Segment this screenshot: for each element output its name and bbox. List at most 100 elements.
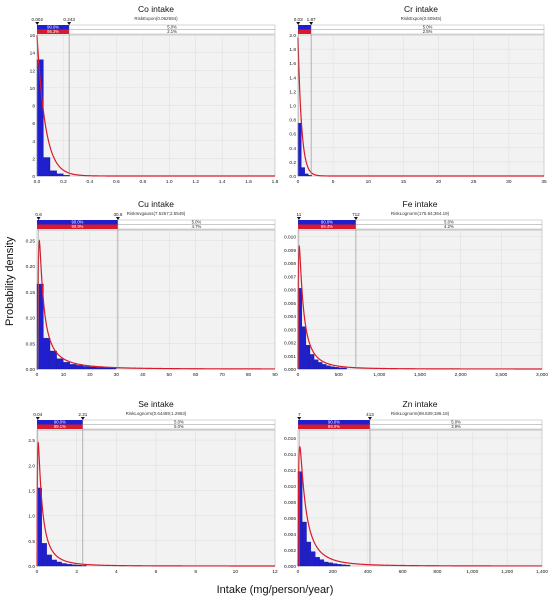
histogram-bar: [323, 561, 329, 567]
upper-marker-label: 712: [352, 212, 360, 217]
y-tick-label: 0.0: [289, 174, 296, 180]
plot-area: [297, 429, 543, 567]
y-tick-label: 0: [32, 174, 35, 180]
x-tick-label: 90: [272, 372, 278, 378]
y-tick-label: 0.20: [26, 264, 36, 270]
histogram-bar: [50, 350, 57, 370]
y-tick-label: 0.10: [26, 316, 36, 322]
histogram-bar: [345, 564, 351, 567]
fitted-curve: [36, 35, 275, 177]
band-bottom-right: [355, 224, 543, 230]
x-tick-label: 20: [436, 179, 442, 185]
x-tick-label: 80: [246, 372, 252, 378]
band-top-left: [298, 25, 312, 30]
x-tick-label: 8: [194, 569, 197, 575]
histogram-bar: [81, 565, 87, 567]
y-tick-label: 0.05: [26, 341, 36, 347]
x-tick-label: 1.6: [245, 179, 252, 185]
upper-marker-triangle: [115, 217, 120, 220]
y-tick-label: 1.8: [289, 47, 296, 53]
y-tick-label: 1.6: [289, 61, 296, 67]
x-tick-label: 60: [193, 372, 199, 378]
x-tick-label: 4: [115, 569, 118, 575]
y-tick-label: 2.0: [289, 33, 296, 39]
band-top-left: [298, 220, 356, 225]
y-tick-label: 0.000: [284, 367, 296, 373]
x-tick-label: 0: [297, 372, 300, 378]
x-tick-label: 1,500: [414, 372, 426, 378]
histogram-bar: [304, 173, 309, 177]
y-tick-label: 0.006: [284, 288, 296, 294]
band-bottom-left: [298, 424, 370, 429]
x-tick-label: 0: [297, 179, 300, 185]
band-bottom-left-label: 89.0%: [328, 424, 340, 429]
histogram-bar: [36, 283, 44, 370]
y-tick-label: 0.004: [284, 314, 296, 320]
x-tick-label: 15: [401, 179, 407, 185]
x-tick-label: 40: [140, 372, 146, 378]
band-top-left: [37, 420, 83, 425]
y-tick-label: 2.0: [28, 463, 35, 469]
y-tick-label: 0.007: [284, 274, 296, 280]
y-tick-label: 14: [30, 51, 36, 57]
band-bottom-right-label: 4.7%: [192, 224, 202, 229]
x-tick-label: 0.2: [60, 179, 67, 185]
x-tick-label: 500: [335, 372, 343, 378]
y-tick-label: 4: [32, 139, 35, 145]
lower-marker-label: 0.03: [294, 17, 303, 22]
y-tick-label: 0.5: [28, 539, 35, 545]
band-bottom-right-label: 4.2%: [444, 224, 454, 229]
x-tick-label: 0.0: [34, 179, 41, 185]
histogram-bar: [61, 563, 67, 567]
y-tick-label: 0.008: [284, 500, 296, 506]
panel-title: Zn intake: [403, 399, 438, 409]
histogram-bar: [341, 564, 346, 567]
x-tick-label: 0.4: [87, 179, 94, 185]
histogram-bar: [332, 563, 338, 567]
y-tick-label: 1.2: [289, 89, 296, 95]
panel-cu-intake: Cu intake RiskInvgauss(7.5267;2.5549) 0.00…: [26, 199, 278, 378]
y-tick-label: 0.002: [284, 548, 296, 554]
panel-title: Se intake: [138, 399, 174, 409]
plot-area: [36, 229, 276, 370]
y-tick-label: 0.008: [284, 261, 296, 267]
histogram-bar: [308, 175, 313, 177]
histogram-bar: [71, 564, 77, 567]
y-tick-label: 0.009: [284, 248, 296, 254]
histogram-bar: [50, 170, 57, 177]
band-bottom-right: [310, 29, 545, 35]
fitted-curve: [297, 445, 542, 567]
upper-marker-label: 0.243: [63, 17, 75, 22]
histogram-bar: [338, 367, 343, 370]
x-tick-label: 600: [399, 569, 407, 575]
band-bottom-right: [369, 424, 543, 430]
histogram-bar: [315, 557, 320, 567]
panel-title: Fe intake: [403, 199, 438, 209]
fitted-curve: [36, 441, 275, 567]
panel-cr-intake: Cr intake RiskExpon(0.50945) 0.0 0.2 0.4 0.6 0…: [289, 4, 547, 185]
band-top-right-label: 5.0%: [451, 420, 461, 425]
x-tick-label: 10: [61, 372, 67, 378]
upper-marker-triangle: [367, 417, 372, 420]
band-top-left-label: 90.0%: [321, 220, 333, 225]
upper-marker-triangle: [309, 22, 314, 25]
x-tick-label: 1,400: [536, 569, 548, 575]
x-tick-label: 2,500: [495, 372, 507, 378]
band-bottom-right: [82, 424, 276, 430]
lower-marker-triangle: [297, 417, 302, 420]
panel-title: Cu intake: [138, 199, 174, 209]
histogram-bar: [69, 364, 77, 370]
histogram-bar: [337, 564, 342, 567]
x-tick-label: 1,200: [501, 569, 513, 575]
band-bottom-right: [68, 29, 276, 35]
x-tick-label: 800: [433, 569, 441, 575]
x-tick-label: 0: [297, 569, 300, 575]
x-tick-label: 0.8: [139, 179, 146, 185]
y-tick-label: 0.4: [289, 146, 296, 152]
histogram-bar: [306, 541, 312, 567]
lower-marker-triangle: [35, 417, 40, 420]
band-bottom-left-label: 89.1%: [54, 424, 66, 429]
band-top-left: [37, 220, 118, 225]
x-tick-label: 2: [75, 569, 78, 575]
